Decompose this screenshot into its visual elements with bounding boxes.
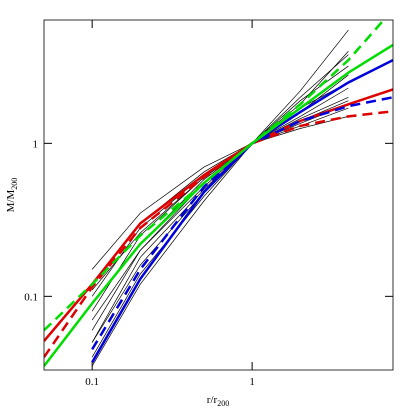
series-line (44, 20, 386, 332)
y-axis-label: M/M200 (5, 178, 19, 213)
series-line (44, 88, 393, 342)
series-line (91, 54, 349, 367)
y-label-text: M/M (5, 189, 17, 212)
y-label-sub: 200 (10, 178, 19, 190)
plot-frame (43, 19, 394, 371)
series-line (44, 43, 393, 367)
x-label-sub: 200 (217, 399, 229, 408)
y-tick-label: 0.1 (24, 291, 38, 303)
y-tick-label: 1 (33, 138, 39, 150)
series-line (91, 29, 349, 358)
x-tick-label: 1 (249, 376, 255, 388)
series-line (91, 96, 393, 351)
series-line (91, 116, 349, 270)
series-line (91, 103, 349, 291)
x-label-text: r/r (207, 394, 218, 406)
x-tick-label: 0.1 (85, 376, 99, 388)
x-axis-label: r/r200 (207, 394, 229, 408)
series-line (44, 110, 393, 358)
series-line (91, 96, 349, 304)
series-line (91, 87, 349, 312)
plot-lines (44, 20, 393, 367)
series-line (91, 74, 349, 331)
